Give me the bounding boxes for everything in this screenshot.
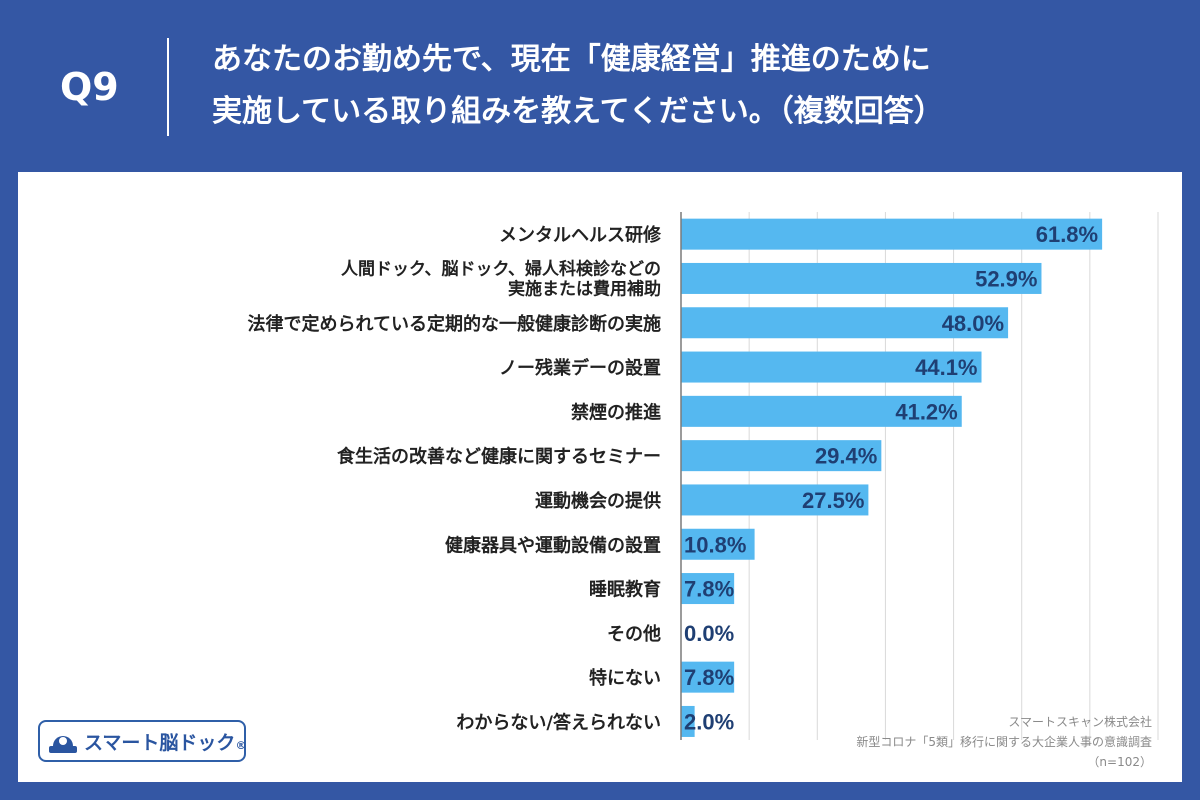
category-label: 法律で定められている定期的な一般健康診断の実施 xyxy=(248,313,661,335)
category-label: 食生活の改善など健康に関するセミナー xyxy=(336,446,661,468)
bar-chart: 61.8% メンタルヘルス研修 52.9% 人間ドック、脳ドック、婦人科検診などの実施… xyxy=(248,212,1159,740)
question-title: あなたのお勤め先で、現在「健康経営」推進のために 実施している取り組みを教えてく… xyxy=(212,34,1172,138)
category-label: 運動機会の提供 xyxy=(535,490,661,512)
value-label: 7.8% xyxy=(684,665,734,690)
header-divider xyxy=(167,38,169,136)
logo-text: スマート脳ドック® xyxy=(84,732,247,754)
value-label: 44.1% xyxy=(915,355,977,380)
question-title-line-1: あなたのお勤め先で、現在「健康経営」推進のために xyxy=(212,42,931,77)
credit: スマートスキャン株式会社 新型コロナ「5類」移行に関する大企業人事の意識調査 （… xyxy=(856,712,1152,772)
value-label: 29.4% xyxy=(815,444,877,469)
chart-panel: 61.8% メンタルヘルス研修 52.9% 人間ドック、脳ドック、婦人科検診などの 実施… xyxy=(18,172,1182,782)
credit-survey: 新型コロナ「5類」移行に関する大企業人事の意識調査 xyxy=(856,735,1152,749)
category-label: 特にない xyxy=(589,667,661,689)
value-label: 61.8% xyxy=(1036,222,1098,247)
value-label: 0.0% xyxy=(684,621,734,646)
bar xyxy=(681,262,1042,294)
category-label: メンタルヘルス研修 xyxy=(499,224,662,246)
bar xyxy=(681,528,755,560)
category-label: その他 xyxy=(607,623,661,645)
bar xyxy=(681,307,1009,339)
value-label: 10.8% xyxy=(684,532,746,557)
logo: スマート脳ドック® xyxy=(38,720,246,762)
value-label: 7.8% xyxy=(684,577,734,602)
question-title-line-2: 実施している取り組みを教えてください。（複数回答） xyxy=(212,94,944,129)
category-label: 睡眠教育 xyxy=(589,579,661,601)
category-label: 人間ドック、脳ドック、婦人科検診などの xyxy=(341,258,661,279)
category-label: 健康器具や運動設備の設置 xyxy=(445,534,661,556)
header: Q9 あなたのお勤め先で、現在「健康経営」推進のために 実施している取り組みを教… xyxy=(0,0,1200,172)
bar xyxy=(681,351,982,383)
bar xyxy=(681,218,1103,250)
bar xyxy=(681,395,962,427)
bar xyxy=(681,705,695,737)
credit-company: スマートスキャン株式会社 xyxy=(1008,715,1152,729)
question-number: Q9 xyxy=(60,65,119,109)
category-label: わからない/答えられない xyxy=(456,711,661,733)
bar xyxy=(681,573,735,605)
bar xyxy=(681,440,882,472)
category-label: ノー残業デーの設置 xyxy=(499,357,661,379)
bar xyxy=(681,661,735,693)
category-label: 実施または費用補助 xyxy=(508,278,661,299)
value-label: 41.2% xyxy=(895,399,957,424)
bar xyxy=(681,484,869,516)
value-label: 48.0% xyxy=(942,311,1004,336)
value-label: 2.0% xyxy=(684,709,734,734)
brain-scanner-icon xyxy=(49,736,77,753)
value-label: 27.5% xyxy=(802,488,864,513)
credit-sample: （n=102） xyxy=(1087,755,1152,769)
category-label: 禁煙の推進 xyxy=(571,401,661,423)
value-label: 52.9% xyxy=(975,266,1037,291)
